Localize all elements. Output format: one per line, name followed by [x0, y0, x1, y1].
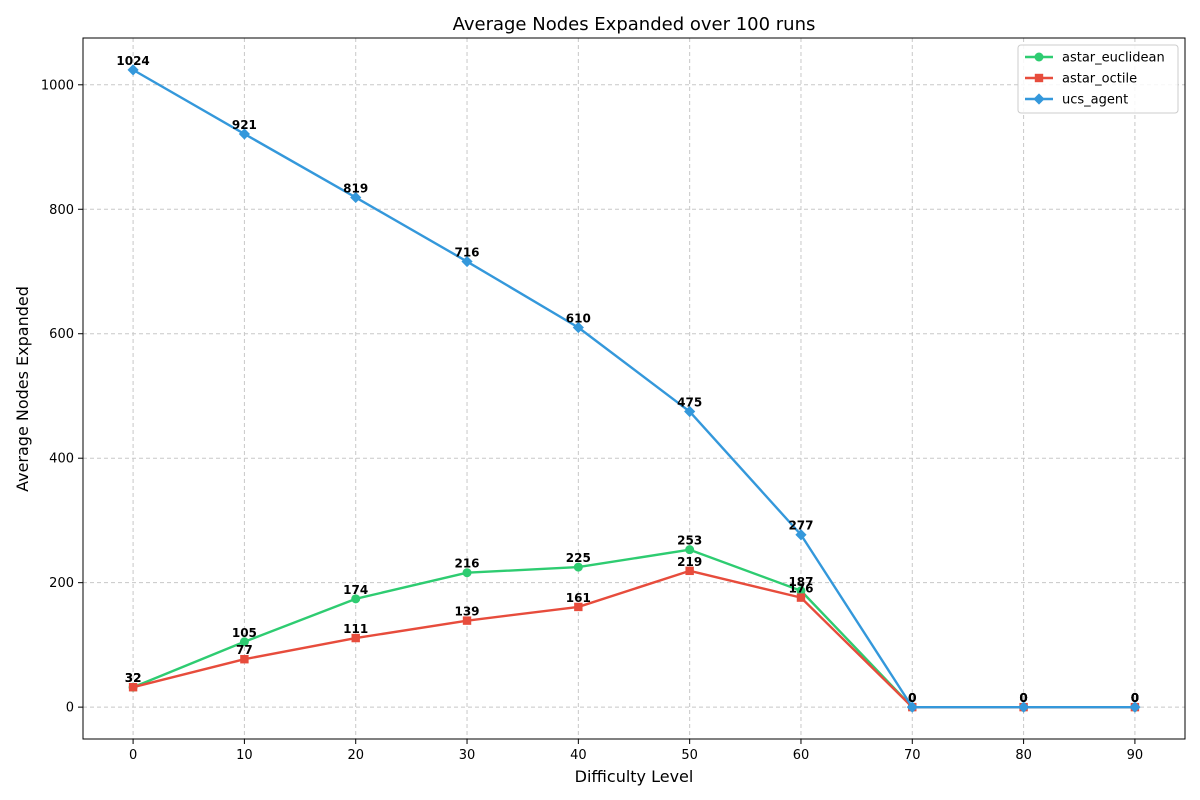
data-label: 77: [236, 643, 253, 657]
legend-label: astar_octile: [1062, 72, 1137, 87]
y-tick-label: 200: [49, 576, 74, 591]
legend: astar_euclidean astar_octile ucs_agent: [1017, 44, 1179, 114]
data-label: 219: [677, 555, 702, 569]
data-point: [350, 191, 362, 204]
legend-marker: [1034, 52, 1044, 62]
data-label: 0: [1019, 691, 1027, 705]
series-group: [127, 64, 1141, 713]
legend-box: [1017, 44, 1179, 114]
data-point: [1017, 701, 1030, 713]
legend-label: astar_euclidean: [1062, 51, 1165, 66]
data-point: [128, 683, 138, 692]
data-point: [906, 701, 918, 713]
data-point: [238, 128, 251, 140]
data-point: [572, 321, 584, 334]
data-label: 32: [125, 671, 142, 685]
data-label: 921: [232, 118, 257, 132]
data-label: 139: [454, 605, 479, 619]
data-label: 0: [1019, 691, 1027, 705]
x-tick-label: 30: [459, 748, 476, 763]
plot-frame: [82, 37, 1186, 740]
y-tick-label: 400: [49, 452, 74, 467]
data-point: [1129, 701, 1141, 713]
data-point: [462, 616, 472, 625]
x-tick-label: 40: [570, 748, 587, 763]
y-tick-label: 1000: [41, 78, 74, 93]
data-point: [351, 633, 360, 643]
data-point: [796, 586, 806, 596]
data-point: [240, 655, 249, 664]
x-tick-label: 20: [347, 748, 364, 763]
y-tick-label: 0: [66, 701, 74, 716]
data-label: 0: [908, 691, 916, 705]
y-tick-label: 600: [49, 327, 74, 342]
data-label: 0: [1019, 691, 1027, 705]
series-line-ucs-agent: [131, 68, 1137, 709]
data-label: 0: [1131, 691, 1139, 705]
data-label: 0: [1131, 691, 1139, 705]
data-label: 187: [788, 575, 813, 589]
data-label: 819: [343, 181, 368, 195]
data-label: 0: [908, 691, 916, 705]
data-label: 105: [232, 626, 257, 640]
data-label: 475: [677, 396, 702, 410]
data-label: 1024: [116, 54, 149, 68]
data-point: [685, 545, 695, 555]
y-tick-label: 800: [49, 203, 74, 218]
x-tick-label: 0: [129, 748, 137, 763]
data-point: [239, 637, 249, 647]
data-label: 161: [566, 591, 591, 605]
data-point: [685, 566, 694, 576]
y-axis-label: Average Nodes Expanded: [13, 286, 32, 492]
data-point: [462, 568, 472, 578]
data-label: 111: [343, 622, 368, 636]
data-point: [684, 405, 696, 418]
legend-marker: [1034, 73, 1044, 83]
data-point: [795, 529, 807, 541]
grid: [83, 38, 1185, 739]
x-tick-label: 80: [1015, 748, 1032, 763]
data-label: 716: [454, 246, 479, 260]
data-label: 225: [566, 551, 591, 565]
chart-title: Average Nodes Expanded over 100 runs: [453, 14, 816, 35]
data-point: [351, 594, 361, 604]
x-tick-label: 90: [1127, 748, 1144, 763]
data-label: 216: [454, 557, 479, 571]
data-point: [573, 562, 583, 572]
x-axis-label: Difficulty Level: [575, 767, 694, 786]
x-tick-label: 50: [681, 748, 698, 763]
data-label: 610: [566, 312, 591, 326]
data-point: [796, 593, 806, 602]
data-point: [461, 255, 473, 268]
legend-label: ucs_agent: [1062, 93, 1128, 108]
legend-marker: [1033, 93, 1045, 105]
data-label: 277: [788, 519, 813, 533]
data-label: 0: [908, 691, 916, 705]
data-label: 0: [1131, 691, 1139, 705]
data-label: 174: [343, 583, 368, 597]
x-tick-label: 70: [904, 748, 921, 763]
axes: 0 10 20 30 40 50 60 70 80 90 0 200 400 600 800 1000: [41, 78, 1143, 763]
x-tick-label: 60: [793, 748, 810, 763]
data-label: 253: [677, 534, 702, 548]
x-tick-label: 10: [236, 748, 253, 763]
data-label: 176: [788, 582, 813, 596]
data-point: [127, 64, 139, 76]
data-point: [574, 602, 583, 612]
data-label: 32: [125, 671, 142, 685]
